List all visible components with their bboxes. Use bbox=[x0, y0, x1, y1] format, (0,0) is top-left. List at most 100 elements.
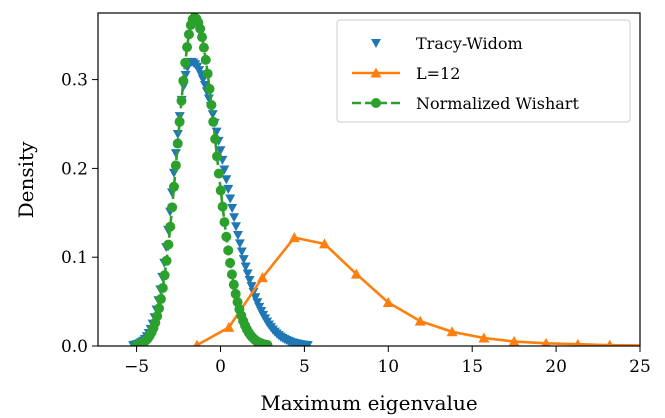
l12-marker bbox=[508, 336, 520, 346]
y-tick-label: 0.0 bbox=[61, 337, 88, 357]
series-normalized-wishart bbox=[131, 13, 273, 346]
normalized-wishart-marker bbox=[204, 83, 215, 94]
normalized-wishart-marker bbox=[163, 239, 174, 250]
x-tick-label: 10 bbox=[377, 357, 399, 377]
legend: Tracy-Widom L=12 Normalized Wishart bbox=[336, 19, 631, 123]
l12-marker bbox=[478, 332, 490, 343]
normalized-wishart-marker bbox=[211, 151, 222, 162]
l12-marker bbox=[606, 339, 614, 346]
normalized-wishart-marker bbox=[219, 217, 230, 228]
normalized-wishart-marker bbox=[157, 283, 168, 294]
l12-marker bbox=[288, 232, 300, 243]
normalized-wishart-marker bbox=[213, 168, 224, 179]
normalized-wishart-marker bbox=[155, 294, 166, 305]
normalized-wishart-marker bbox=[262, 339, 273, 346]
normalized-wishart-marker bbox=[225, 257, 236, 268]
normalized-wishart-marker bbox=[202, 68, 213, 79]
normalized-wishart-marker bbox=[167, 202, 178, 213]
tracy-widom-marker bbox=[223, 184, 234, 194]
tracy-widom-marker bbox=[225, 194, 236, 204]
normalized-wishart-marker bbox=[228, 279, 239, 290]
tracy-widom-marker bbox=[180, 70, 191, 80]
normalized-wishart-marker bbox=[208, 116, 219, 127]
x-tick-label: 5 bbox=[299, 357, 310, 377]
normalized-wishart-marker bbox=[215, 185, 226, 196]
normalized-wishart-marker bbox=[170, 160, 181, 171]
legend-marker-tracy-widom bbox=[371, 39, 381, 48]
tracy-widom-marker bbox=[244, 276, 255, 286]
legend-marker-normalized-wishart bbox=[371, 98, 381, 108]
tracy-widom-marker bbox=[211, 127, 222, 137]
normalized-wishart-marker bbox=[152, 311, 163, 322]
normalized-wishart-marker bbox=[200, 54, 211, 65]
normalized-wishart-marker bbox=[178, 75, 189, 86]
l12-marker bbox=[256, 272, 268, 283]
x-tick-label: 25 bbox=[629, 357, 651, 377]
y-tick-label: 0.1 bbox=[61, 248, 88, 268]
normalized-wishart-marker bbox=[161, 255, 172, 266]
tracy-widom-marker bbox=[229, 213, 240, 223]
l12-marker bbox=[319, 238, 331, 249]
normalized-wishart-marker bbox=[226, 269, 237, 280]
normalized-wishart-marker bbox=[159, 270, 170, 281]
normalized-wishart-marker bbox=[176, 95, 187, 106]
l12-marker bbox=[350, 268, 362, 279]
x-tick-label: 20 bbox=[545, 357, 567, 377]
x-tick-label: 15 bbox=[461, 357, 483, 377]
normalized-wishart-marker bbox=[183, 29, 194, 40]
tracy-widom-marker bbox=[199, 81, 210, 91]
normalized-wishart-marker bbox=[198, 42, 209, 53]
tracy-widom-marker bbox=[252, 298, 263, 308]
x-axis-title: Maximum eigenvalue bbox=[260, 391, 477, 415]
tracy-widom-marker bbox=[250, 293, 261, 303]
normalized-wishart-marker bbox=[221, 231, 232, 242]
x-tick-label: 0 bbox=[215, 357, 226, 377]
series-l12 bbox=[193, 232, 640, 346]
y-tick-label: 0.3 bbox=[61, 71, 88, 91]
tracy-widom-marker bbox=[240, 262, 251, 272]
normalized-wishart-marker bbox=[168, 181, 179, 192]
tracy-widom-marker bbox=[232, 230, 243, 240]
y-axis-title: Density bbox=[14, 141, 38, 218]
y-axis: 0.0 0.1 0.2 0.3 bbox=[61, 71, 98, 357]
legend-box bbox=[336, 19, 631, 123]
normalized-wishart-marker bbox=[180, 57, 191, 68]
legend-marker-l12 bbox=[370, 67, 382, 78]
tracy-widom-marker bbox=[227, 203, 238, 213]
legend-label: Normalized Wishart bbox=[416, 94, 579, 113]
normalized-wishart-marker bbox=[230, 288, 241, 299]
normalized-wishart-marker bbox=[195, 23, 206, 34]
y-tick-label: 0.2 bbox=[61, 159, 88, 179]
legend-label: Tracy-Widom bbox=[416, 34, 523, 53]
plot-series bbox=[128, 13, 640, 346]
tracy-widom-marker bbox=[207, 110, 218, 120]
normalized-wishart-marker bbox=[206, 99, 217, 110]
normalized-wishart-marker bbox=[182, 42, 193, 53]
tracy-widom-marker bbox=[234, 239, 245, 249]
tracy-widom-marker bbox=[231, 222, 242, 232]
normalized-wishart-marker bbox=[197, 32, 208, 43]
x-axis: −5 0 5 10 15 20 25 bbox=[124, 346, 651, 377]
normalized-wishart-marker bbox=[217, 201, 228, 212]
l12-marker bbox=[573, 338, 582, 346]
tracy-widom-marker bbox=[221, 175, 232, 185]
normalized-wishart-marker bbox=[174, 116, 185, 127]
l12-marker bbox=[223, 321, 235, 332]
l12-marker bbox=[414, 315, 426, 326]
legend-label: L=12 bbox=[416, 64, 460, 83]
x-tick-label: −5 bbox=[124, 357, 149, 377]
tracy-widom-marker bbox=[238, 255, 249, 265]
l12-marker bbox=[541, 337, 551, 346]
tracy-widom-marker bbox=[172, 130, 183, 140]
normalized-wishart-marker bbox=[210, 134, 221, 145]
tracy-widom-marker bbox=[236, 247, 247, 257]
normalized-wishart-marker bbox=[223, 245, 234, 256]
tracy-widom-marker bbox=[246, 282, 257, 292]
plot-frame bbox=[97, 12, 641, 347]
tracy-widom-marker bbox=[215, 146, 226, 156]
l12-marker bbox=[193, 339, 201, 346]
tracy-widom-marker bbox=[242, 269, 253, 279]
l12-marker bbox=[382, 296, 394, 307]
tracy-widom-marker bbox=[302, 341, 313, 346]
